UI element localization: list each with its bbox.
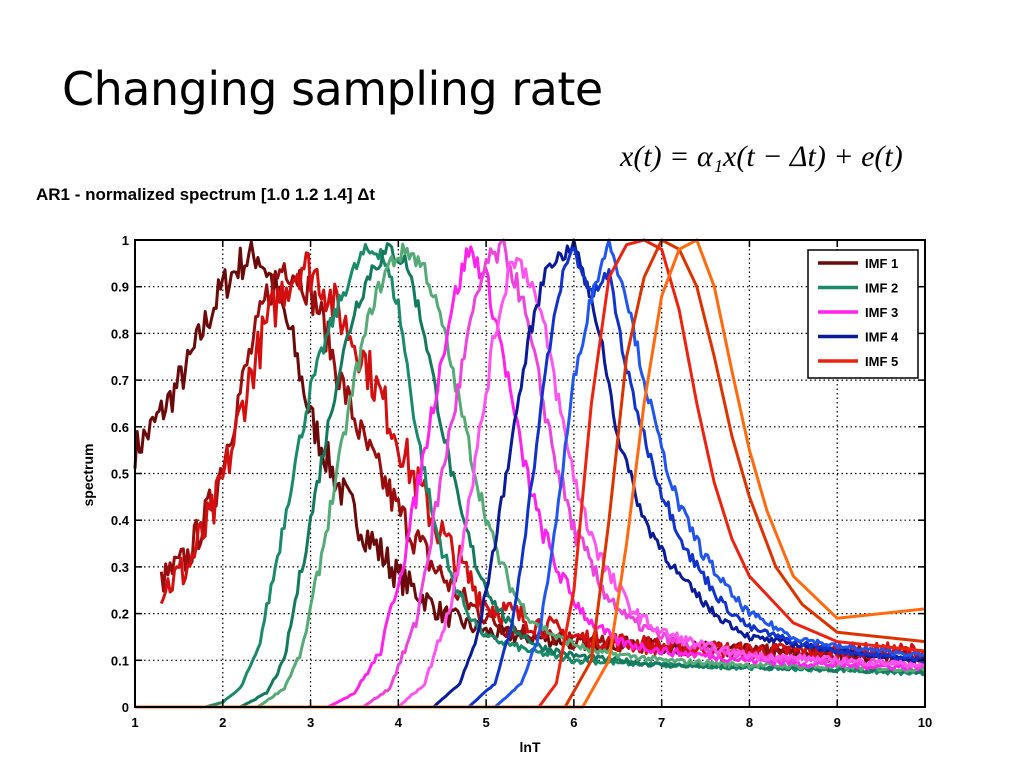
x-tick-label: 9: [834, 715, 841, 730]
y-tick-label: 0.1: [111, 653, 129, 668]
y-tick-label: 0.5: [111, 467, 129, 482]
y-tick-label: 0.8: [111, 326, 129, 341]
x-tick-label: 8: [746, 715, 753, 730]
series-line: [135, 242, 926, 709]
slide-title: Changing sampling rate: [62, 62, 603, 116]
y-tick-label: 0.3: [111, 560, 129, 575]
y-tick-label: 0: [122, 700, 129, 715]
ticks: [134, 239, 926, 708]
series-line: [135, 238, 926, 709]
legend-label: IMF 1: [865, 256, 898, 271]
x-tick-label: 6: [570, 715, 577, 730]
legend: IMF 1 IMF 2 IMF 3 IMF 4 IMF 5: [807, 249, 919, 379]
y-tick-label: 0.4: [111, 513, 130, 528]
legend-box: [807, 249, 919, 379]
series-line: [135, 238, 926, 709]
y-tick-label: 1: [122, 233, 129, 248]
y-axis-label: spectrum: [80, 443, 96, 506]
legend-label: IMF 5: [865, 354, 898, 369]
series-line: [159, 251, 926, 661]
x-tick-label: 1: [131, 715, 138, 730]
x-tick-label: 5: [482, 715, 489, 730]
y-tick-label: 0.6: [111, 420, 129, 435]
x-tick-label: 3: [307, 715, 314, 730]
x-tick-label: 10: [918, 715, 932, 730]
legend-label: IMF 4: [865, 330, 899, 345]
tick-labels: 1 2 3 4 5 6 7 8 9 10 0 0.1 0.2 0.3 0.4 0.5 0.6 0.7 0.8 0.9 1: [111, 233, 932, 730]
x-tick-label: 7: [658, 715, 665, 730]
y-tick-label: 0.9: [111, 280, 129, 295]
x-tick-label: 2: [219, 715, 226, 730]
legend-label: IMF 3: [865, 305, 898, 320]
y-tick-label: 0.7: [111, 373, 129, 388]
legend-label: IMF 2: [865, 281, 898, 296]
x-axis-label: lnT: [520, 739, 541, 755]
y-tick-label: 0.2: [111, 607, 129, 622]
chart-subtitle: AR1 - normalized spectrum [1.0 1.2 1.4] …: [36, 185, 376, 204]
x-tick-label: 4: [395, 715, 403, 730]
formula: x(t) = α₁x(t − Δt) + e(t): [620, 140, 903, 173]
